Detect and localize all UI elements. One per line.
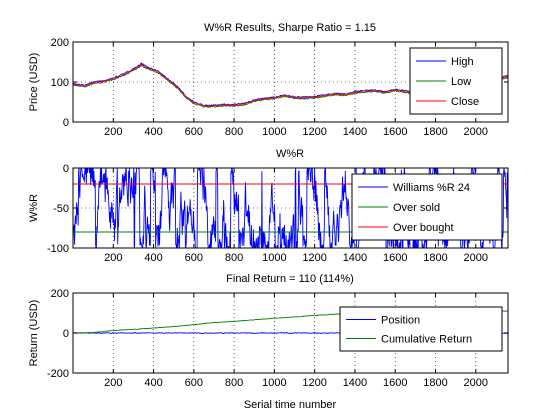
ylabel-wpr: W%R bbox=[28, 194, 40, 222]
y-tick-label: 0 bbox=[63, 117, 69, 129]
x-tick-label: 800 bbox=[225, 126, 243, 138]
x-tick-label: 2000 bbox=[464, 252, 488, 264]
x-tick-label: 200 bbox=[104, 126, 122, 138]
x-tick-label: 1000 bbox=[262, 126, 286, 138]
x-tick-label: 1600 bbox=[383, 126, 407, 138]
x-tick-label: 1400 bbox=[343, 126, 367, 138]
x-tick-label: 400 bbox=[144, 252, 162, 264]
legend-label: Low bbox=[451, 76, 471, 88]
legend-label: High bbox=[451, 56, 474, 68]
x-tick-label: 1400 bbox=[343, 252, 367, 264]
x-tick-label: 1200 bbox=[302, 126, 326, 138]
legend-label: Close bbox=[451, 96, 479, 108]
title-price: W%R Results, Sharpe Ratio = 1.15 bbox=[204, 22, 376, 34]
y-tick-label: 100 bbox=[51, 77, 69, 89]
legend-label: Williams %R 24 bbox=[393, 182, 470, 194]
x-tick-label: 600 bbox=[185, 252, 203, 264]
y-tick-label: 0 bbox=[63, 163, 69, 175]
x-tick-label: 400 bbox=[144, 126, 162, 138]
x-tick-label: 400 bbox=[144, 377, 162, 389]
x-tick-label: 1600 bbox=[383, 252, 407, 264]
title-return: Final Return = 110 (114%) bbox=[226, 273, 354, 285]
price-panel: 200 400 600 800 1000 1200 1400 1600 1800 2000 0 100… bbox=[51, 37, 509, 138]
legend-label: Over sold bbox=[393, 202, 440, 214]
legend-label: Over bought bbox=[393, 222, 454, 234]
return-panel: 200 400 600 800 1000 1200 1400 1600 1800 2000-200… bbox=[47, 288, 509, 389]
x-tick-label: 800 bbox=[225, 377, 243, 389]
x-tick-label: 600 bbox=[185, 126, 203, 138]
y-tick-label: -100 bbox=[47, 243, 69, 255]
y-tick-label: 0 bbox=[63, 328, 69, 340]
x-tick-label: 2000 bbox=[464, 126, 488, 138]
ylabel-return: Return (USD) bbox=[28, 300, 40, 367]
x-tick-label: 1200 bbox=[302, 377, 326, 389]
x-tick-label: 200 bbox=[104, 252, 122, 264]
x-tick-label: 1400 bbox=[343, 377, 367, 389]
wpr-panel: 200 400 600 800 1000 1200 1400 1600 1800 2000 -100… bbox=[47, 163, 509, 264]
y-tick-label: -200 bbox=[47, 368, 69, 380]
x-tick-label: 2000 bbox=[464, 377, 488, 389]
x-tick-label: 1800 bbox=[423, 126, 447, 138]
title-wpr: W%R bbox=[276, 148, 304, 160]
x-tick-label: 1600 bbox=[383, 377, 407, 389]
x-tick-label: 1000 bbox=[262, 252, 286, 264]
x-tick-label: 1800 bbox=[423, 252, 447, 264]
y-tick-label: 200 bbox=[51, 37, 69, 49]
y-tick-label: -50 bbox=[53, 203, 69, 215]
xlabel-return: Serial time number bbox=[244, 399, 337, 411]
x-tick-label: 600 bbox=[185, 377, 203, 389]
legend-box bbox=[339, 306, 503, 352]
ylabel-price: Price (USD) bbox=[28, 53, 40, 112]
x-tick-label: 200 bbox=[104, 377, 122, 389]
x-tick-label: 1000 bbox=[262, 377, 286, 389]
x-tick-label: 1800 bbox=[423, 377, 447, 389]
y-tick-label: 200 bbox=[51, 288, 69, 300]
x-tick-label: 800 bbox=[225, 252, 243, 264]
x-tick-label: 1200 bbox=[302, 252, 326, 264]
legend-label: Cumulative Return bbox=[381, 334, 472, 346]
legend-label: Position bbox=[381, 315, 420, 327]
